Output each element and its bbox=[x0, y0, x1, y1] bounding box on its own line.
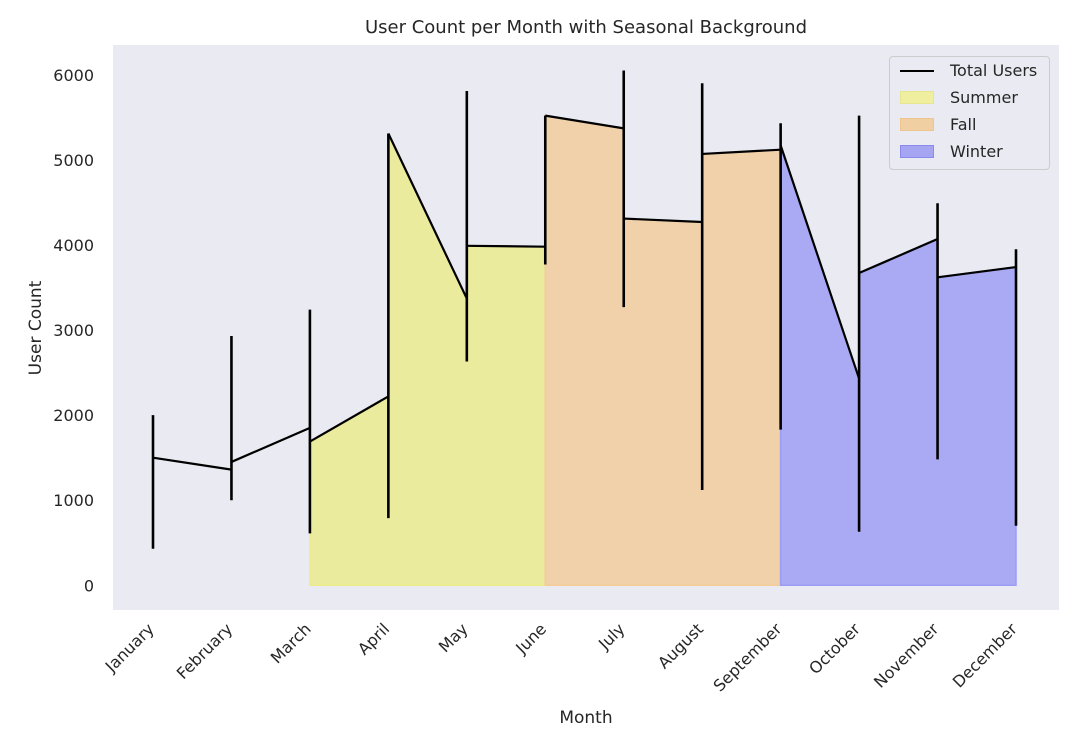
line-segment-2 bbox=[231, 426, 311, 463]
legend-item-winter: Winter bbox=[890, 141, 1049, 163]
legend-patch-swatch bbox=[900, 145, 934, 158]
legend-label: Winter bbox=[950, 142, 1003, 161]
legend-item-fall: Fall bbox=[890, 114, 1049, 136]
legend-label: Fall bbox=[950, 115, 977, 134]
x-tick-label-june: June bbox=[511, 619, 550, 658]
line-segment-4 bbox=[387, 133, 468, 300]
x-tick-label-july: July bbox=[594, 619, 628, 653]
y-axis-label: User Count bbox=[26, 280, 46, 376]
legend-label: Total Users bbox=[950, 61, 1038, 80]
legend-line-swatch bbox=[900, 70, 934, 72]
x-tick-label-april: April bbox=[354, 619, 393, 658]
line-segment-1 bbox=[152, 456, 232, 471]
line-segment-6 bbox=[545, 114, 624, 130]
y-tick-label: 4000 bbox=[53, 236, 94, 255]
x-tick-label-september: September bbox=[709, 619, 785, 695]
chart-title: User Count per Month with Seasonal Backg… bbox=[364, 17, 808, 38]
line-segment-10 bbox=[858, 237, 938, 275]
y-tick-label: 0 bbox=[84, 576, 94, 595]
x-tick-label-october: October bbox=[805, 619, 864, 678]
y-tick-label: 5000 bbox=[53, 151, 94, 170]
x-tick-label-may: May bbox=[435, 619, 472, 656]
line-segment-7 bbox=[623, 217, 703, 224]
line-segment-11 bbox=[937, 265, 1017, 279]
legend: Total Users Summer Fall Winter bbox=[889, 56, 1050, 170]
line-segment-5 bbox=[466, 244, 546, 248]
y-tick-label: 1000 bbox=[53, 491, 94, 510]
line-segment-8 bbox=[702, 148, 781, 156]
x-axis-label: Month bbox=[559, 708, 613, 728]
legend-item-summer: Summer bbox=[890, 87, 1049, 109]
x-tick-label-december: December bbox=[949, 619, 1021, 691]
line-segment-3 bbox=[309, 395, 389, 443]
legend-patch-swatch bbox=[900, 91, 934, 104]
y-tick-label: 6000 bbox=[53, 66, 94, 85]
legend-item-total-users: Total Users bbox=[890, 60, 1049, 82]
y-tick-label: 3000 bbox=[53, 321, 94, 340]
y-tick-label: 2000 bbox=[53, 406, 94, 425]
x-tick-label-august: August bbox=[654, 619, 707, 672]
x-tick-label-march: March bbox=[267, 619, 315, 667]
legend-label: Summer bbox=[950, 88, 1018, 107]
x-tick-label-february: February bbox=[173, 619, 237, 683]
line-segment-9 bbox=[779, 145, 861, 379]
x-tick-label-november: November bbox=[870, 619, 943, 692]
x-tick-label-january: January bbox=[101, 619, 158, 676]
legend-patch-swatch bbox=[900, 118, 934, 131]
